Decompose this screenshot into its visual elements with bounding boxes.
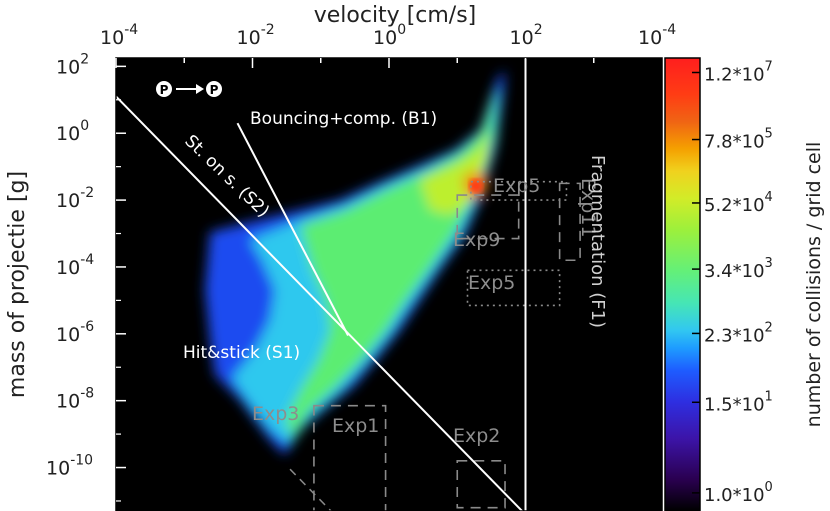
experiment-box [313,404,387,511]
projectile-circle [156,81,172,97]
y-axis-label: mass of projectie [g] [5,171,30,398]
colorbar-tick-label: 1.0*100 [704,480,773,506]
svg-text:1.0*100: 1.0*100 [704,480,773,506]
x-tick-label: 10-4 [100,22,138,49]
colorbar-gradient [664,57,701,511]
target-letter: P [210,83,219,97]
hit-stick-boundary-line [116,95,523,511]
y-tick-label: 10-8 [56,386,94,413]
experiment-label: Exp5 [468,272,515,294]
x-tick-label: 10-2 [237,22,275,49]
colorbar-tick-label: 5.2*104 [704,190,773,216]
colorbar-tick-label: 7.8*105 [704,127,773,153]
exp3-dashed-line [289,468,332,511]
svg-text:1.5*101: 1.5*101 [704,389,773,415]
colorbar: 10-4 1.2*107 7.8*105 5.2*104 3.4*103 2.3*102 1… [638,22,825,511]
experiment-label: Exp11 [577,178,599,238]
svg-text:10-2: 10-2 [237,22,275,49]
experiment-box [466,269,561,307]
colorbar-tick-label: 2.3*102 [704,320,773,346]
experiment-label: Exp9 [453,229,500,251]
colorbar-tick-label: 1.5*101 [704,389,773,415]
experiment-label: Exp5 [493,175,540,197]
svg-text:5.2*104: 5.2*104 [704,190,773,216]
projectile-letter: P [160,83,169,97]
svg-text:10-10: 10-10 [46,453,93,480]
y-tick-label: 10-10 [46,453,93,480]
experiment-label: Exp3 [252,403,299,425]
y-tick-label: 102 [56,51,89,78]
x-tick-label: 102 [510,22,543,49]
experiment-label: Exp1 [332,415,379,437]
regime-label-fragmentation: Fragmentation (F1) [587,155,608,328]
colorbar-tick-label: 1.2*107 [704,59,773,85]
svg-text:7.8*105: 7.8*105 [704,127,773,153]
density-peak [469,179,483,193]
svg-text:2.3*102: 2.3*102 [704,320,773,346]
heatmap-density [205,70,505,455]
svg-text:10-6: 10-6 [56,319,94,346]
x-axis-label: velocity [cm/s] [314,3,477,28]
svg-text:102: 102 [510,22,543,49]
svg-text:10-8: 10-8 [56,386,94,413]
experiment-label: Exp2 [453,425,500,447]
svg-text:100: 100 [373,22,406,49]
arrow-head-icon [196,84,204,94]
experiment-boxes [313,180,581,511]
target-circle [206,81,222,97]
y-tick-label: 10-4 [56,252,94,279]
svg-text:100: 100 [56,118,89,145]
svg-text:3.4*103: 3.4*103 [704,256,773,282]
regime-lines [116,58,527,511]
svg-text:10-2: 10-2 [56,185,94,212]
experiment-box [558,182,581,262]
svg-text:10-4: 10-4 [638,22,676,49]
experiment-box [456,460,506,509]
svg-text:10-4: 10-4 [56,252,94,279]
colorbar-label: number of collisions / grid cell [803,142,825,428]
axes: velocity [cm/s] 10-4 10-2 100 102 mass of pro… [5,3,663,511]
svg-text:10-4: 10-4 [100,22,138,49]
svg-text:102: 102 [56,51,89,78]
y-tick-label: 100 [56,118,89,145]
bouncing-boundary-line [236,122,349,336]
y-tick-label: 10-2 [56,185,94,212]
regime-label-hit-stick: Hit&stick (S1) [183,343,300,363]
colorbar-tick-label: 3.4*103 [704,256,773,282]
experiment-box [456,194,520,240]
regime-label-bouncing: Bouncing+comp. (B1) [250,109,437,129]
svg-text:1.2*107: 1.2*107 [704,59,773,85]
y-tick-label: 10-6 [56,319,94,346]
colorbar-top-label: 10-4 [638,22,676,49]
x-tick-label: 100 [373,22,406,49]
